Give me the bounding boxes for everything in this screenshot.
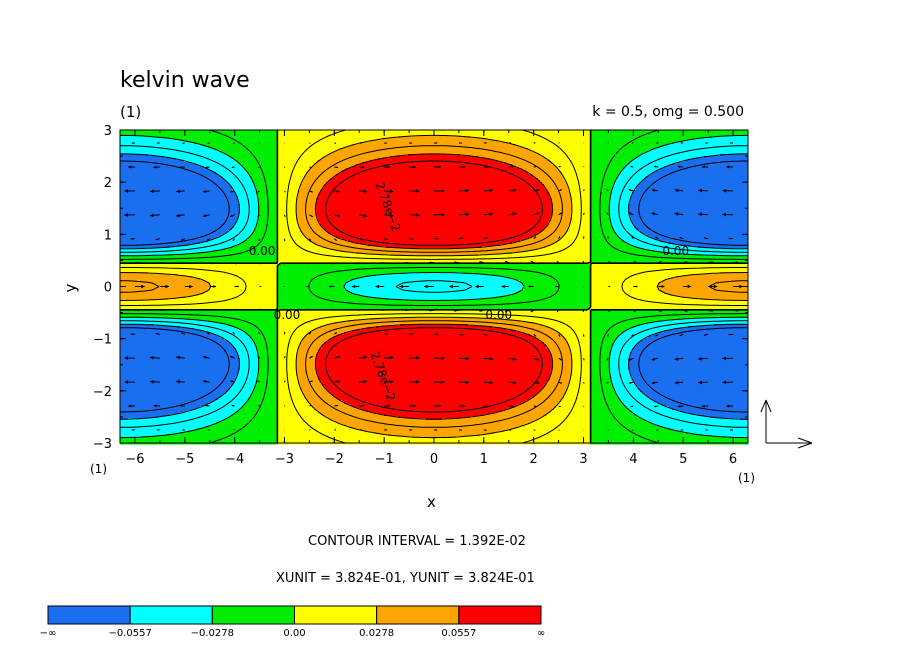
kelvin-wave-chart: 2.78e−20.00 0.000.00 0.002.78e−2 −6 −5 −4 −3−… — [0, 0, 904, 654]
